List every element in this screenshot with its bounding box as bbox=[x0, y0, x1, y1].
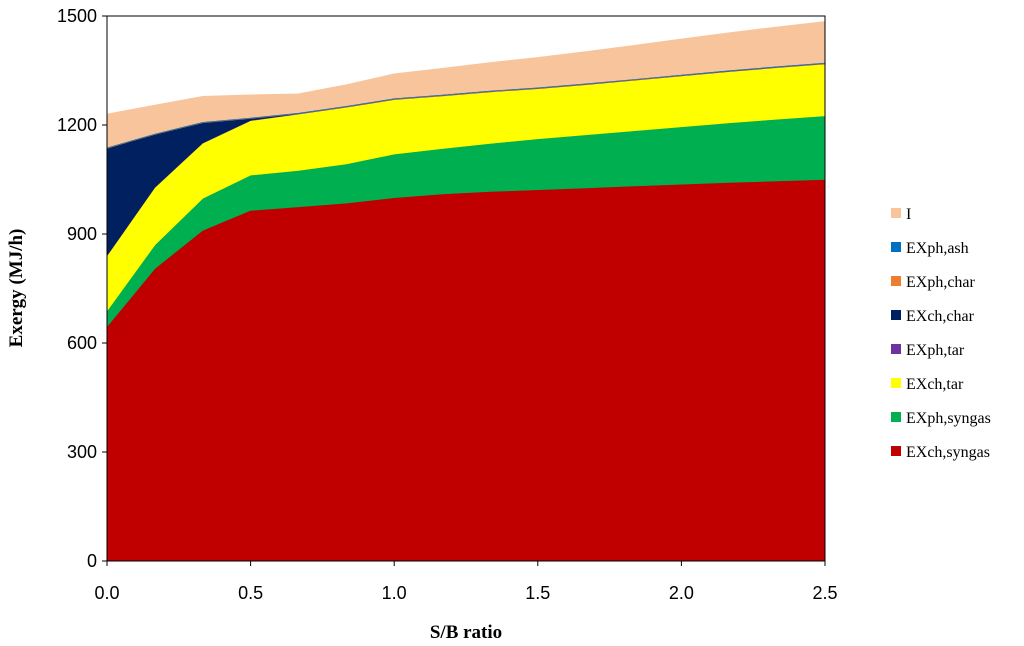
legend: I EXph,ash EXph,char EXch,char EXph,tar EXch,… bbox=[891, 206, 991, 461]
legend-label-exch-char: EXch,char bbox=[906, 308, 975, 325]
legend-swatch-exch-tar bbox=[891, 378, 901, 388]
legend-label-exph-char: EXph,char bbox=[906, 274, 976, 291]
x-tick-label: 0.5 bbox=[238, 583, 263, 603]
y-tick-label: 1200 bbox=[57, 115, 97, 135]
x-tick-label: 0.0 bbox=[94, 583, 119, 603]
x-tick-label: 1.5 bbox=[525, 583, 550, 603]
legend-label-exph-ash: EXph,ash bbox=[906, 240, 969, 257]
legend-label-exph-tar: EXph,tar bbox=[906, 342, 965, 359]
legend-swatch-exph-ash bbox=[891, 242, 901, 252]
x-axis: 0.0 0.5 1.0 1.5 2.0 2.5 bbox=[94, 561, 838, 603]
y-tick-label: 900 bbox=[67, 224, 97, 244]
legend-label-i: I bbox=[906, 206, 911, 223]
legend-swatch-exph-tar bbox=[891, 344, 901, 354]
x-axis-title: S/B ratio bbox=[430, 622, 502, 643]
plot-frame bbox=[106, 15, 826, 562]
legend-label-exph-syngas: EXph,syngas bbox=[906, 410, 991, 427]
y-axis-title: Exergy (MJ/h) bbox=[6, 229, 27, 348]
legend-swatch-exph-syngas bbox=[891, 412, 901, 422]
area-exch-syngas bbox=[106, 179, 826, 562]
legend-label-exch-syngas: EXch,syngas bbox=[906, 444, 990, 461]
area-series-group bbox=[106, 21, 826, 562]
x-tick-label: 2.5 bbox=[812, 583, 837, 603]
legend-swatch-exph-char bbox=[891, 276, 901, 286]
y-tick-label: 300 bbox=[67, 442, 97, 462]
y-axis: 0 300 600 900 1200 1500 bbox=[57, 6, 107, 571]
x-tick-label: 1.0 bbox=[382, 583, 407, 603]
legend-label-exch-tar: EXch,tar bbox=[906, 376, 964, 393]
y-tick-label: 0 bbox=[87, 551, 97, 571]
y-tick-label: 600 bbox=[67, 333, 97, 353]
legend-swatch-exch-char bbox=[891, 310, 901, 320]
y-tick-label: 1500 bbox=[57, 6, 97, 26]
legend-swatch-exch-syngas bbox=[891, 446, 901, 456]
legend-swatch-i bbox=[891, 208, 901, 218]
x-tick-label: 2.0 bbox=[669, 583, 694, 603]
